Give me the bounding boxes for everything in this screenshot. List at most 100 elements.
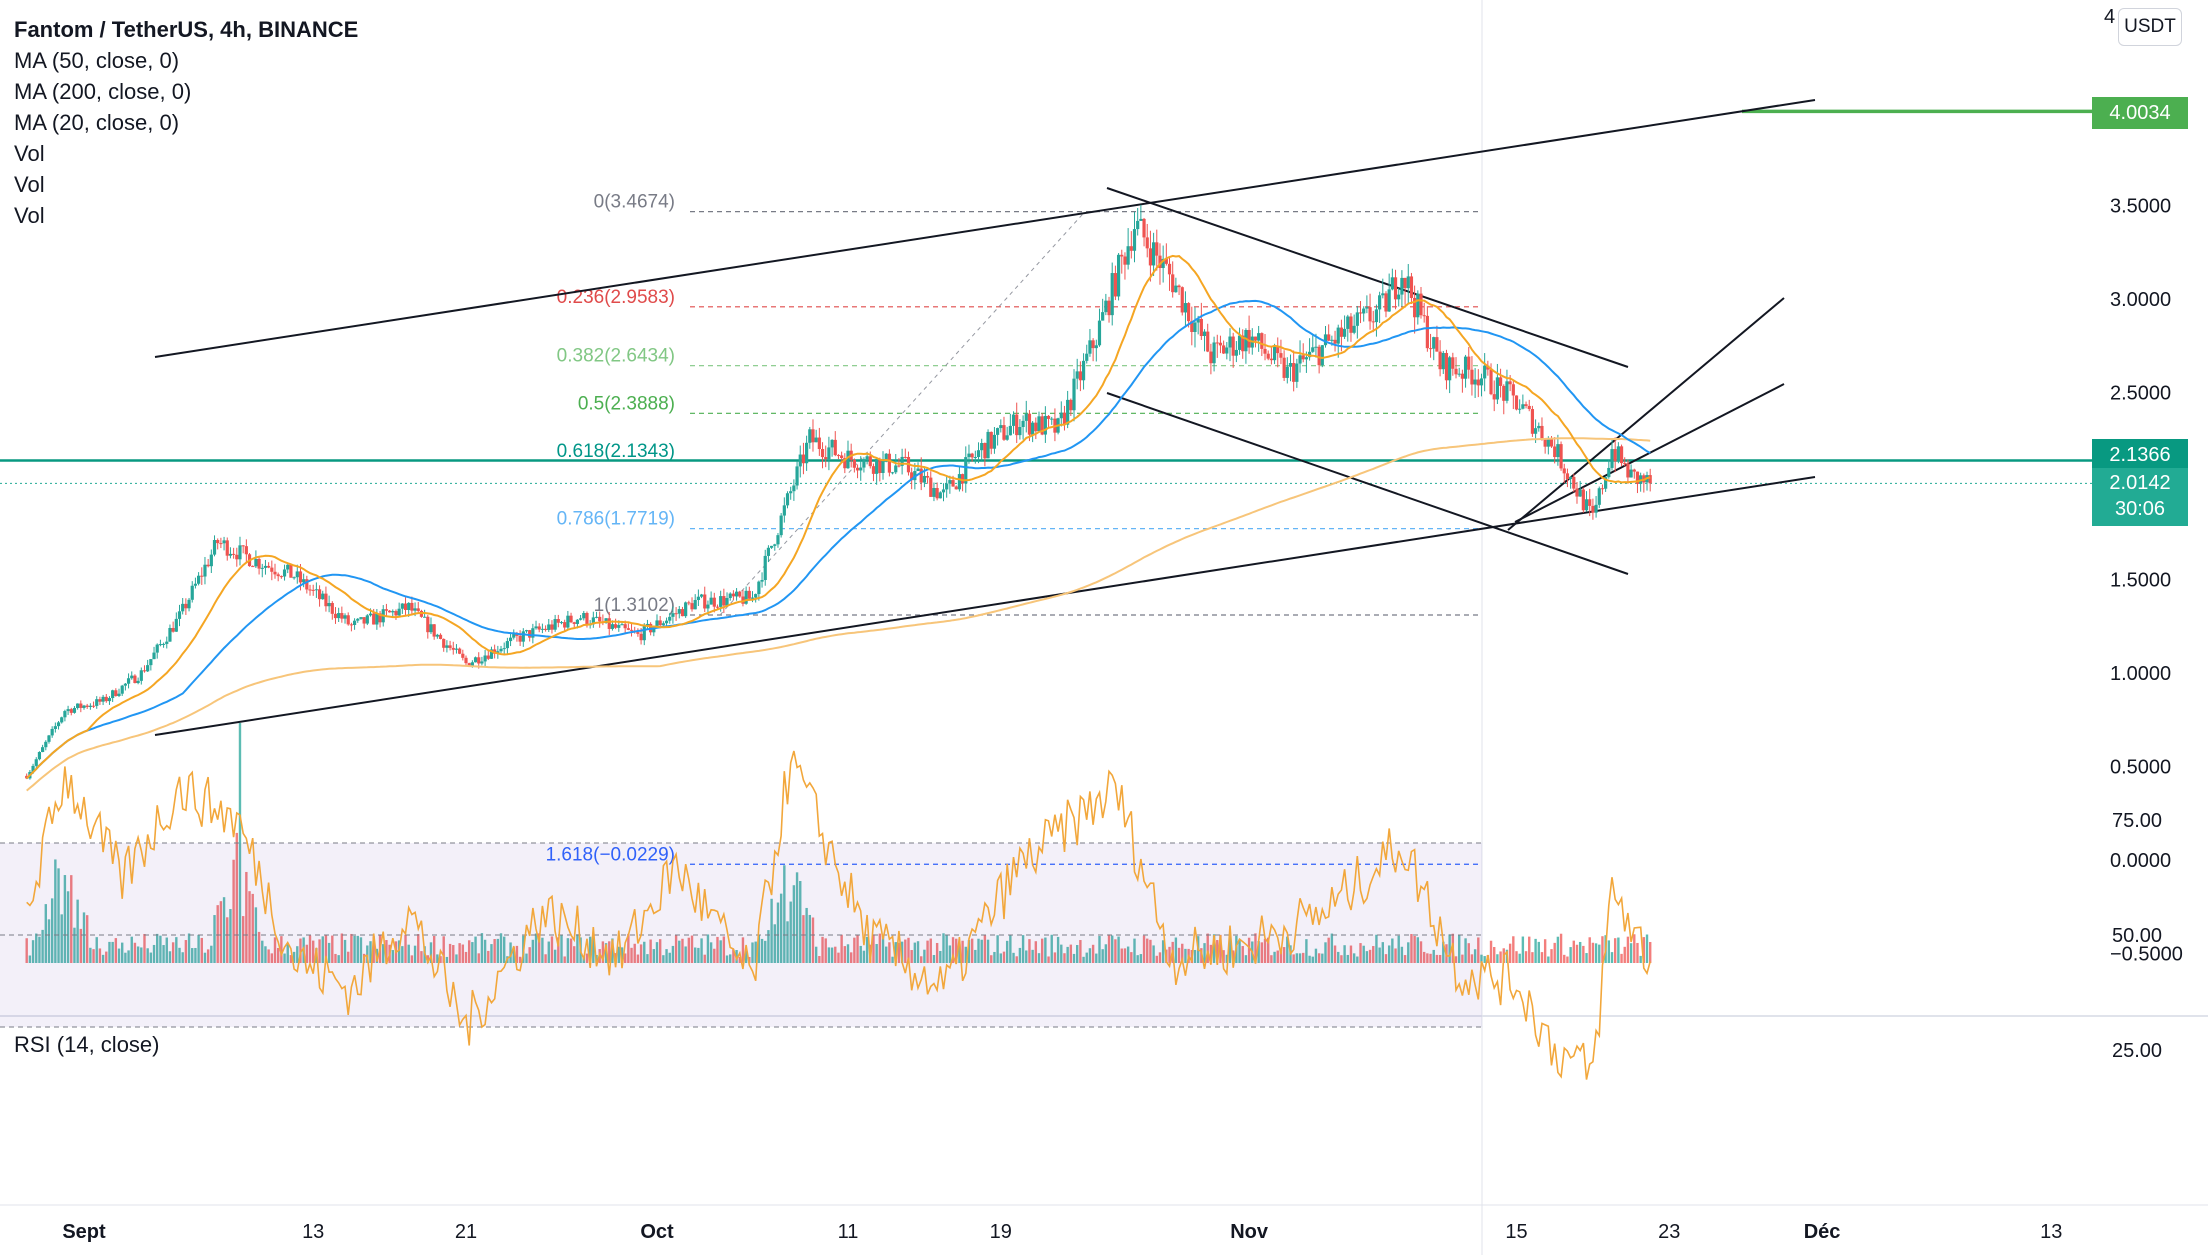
volume-bar — [66, 891, 70, 963]
candle-body — [617, 625, 621, 628]
candle-body — [1043, 415, 1047, 435]
volume-bar — [544, 954, 547, 963]
candle-body — [298, 571, 303, 583]
volume-bar — [321, 936, 324, 963]
candle-body — [435, 634, 439, 637]
candle-body — [1416, 293, 1420, 318]
candle-body — [1393, 277, 1398, 300]
volume-bar — [206, 949, 210, 963]
volume-bar — [124, 952, 127, 963]
volume-bar — [420, 951, 423, 963]
rsi-axis-tick-label: 25.00 — [2112, 1040, 2162, 1062]
indicator-ma20[interactable]: MA (20, close, 0) — [14, 110, 180, 135]
candle-body — [1413, 297, 1417, 318]
candle-body — [1136, 220, 1140, 230]
candle-body — [534, 626, 538, 629]
candle-body — [728, 593, 732, 599]
volume-bar — [1416, 937, 1420, 963]
volume-bar — [1123, 948, 1127, 963]
volume-bar — [194, 947, 197, 963]
volume-bar — [779, 893, 783, 963]
symbol-title[interactable]: Fantom / TetherUS, 4h, BINANCE — [14, 17, 359, 42]
volume-bar — [611, 938, 614, 963]
candle-body — [881, 459, 885, 473]
volume-bar — [1521, 936, 1525, 963]
candle-body — [1247, 329, 1251, 348]
volume-bar — [697, 947, 700, 963]
volume-bar — [267, 949, 270, 963]
candle-body — [518, 635, 522, 642]
indicator-ma50[interactable]: MA (50, close, 0) — [14, 48, 180, 73]
volume-bar — [932, 955, 936, 963]
volume-bar — [490, 944, 493, 963]
candle-body — [438, 634, 443, 639]
volume-bar — [235, 832, 238, 963]
volume-bar — [1422, 951, 1426, 963]
candle-body — [63, 711, 67, 718]
volume-bar — [432, 935, 436, 963]
candle-body — [1343, 328, 1347, 337]
candle-body — [1206, 331, 1210, 352]
volume-bar — [47, 919, 51, 963]
candle-body — [674, 613, 678, 615]
candle-body — [308, 589, 312, 591]
candle-body — [833, 439, 837, 456]
volume-bar — [1362, 945, 1365, 963]
candle-body — [442, 638, 446, 648]
volume-bar — [149, 952, 153, 963]
candle-body — [1549, 438, 1554, 447]
volume-bar — [576, 934, 579, 963]
candle-body — [1298, 355, 1302, 364]
indicator-vol-2[interactable]: Vol — [14, 172, 45, 197]
candle-body — [1327, 334, 1331, 341]
volume-bar — [442, 936, 445, 963]
candle-body — [811, 429, 815, 443]
volume-bar — [674, 935, 678, 963]
indicator-ma200[interactable]: MA (200, close, 0) — [14, 79, 192, 104]
volume-bar — [1091, 944, 1095, 963]
volume-bar — [538, 933, 541, 963]
candle-body — [792, 485, 796, 492]
volume-bar — [1343, 945, 1346, 963]
volume-bar — [1372, 946, 1375, 963]
fib-level-label: 0.5(2.3888) — [578, 393, 675, 414]
candle-body — [1610, 449, 1614, 468]
candle-body — [343, 615, 347, 619]
candle-body — [1365, 307, 1369, 309]
candle-body — [216, 539, 220, 544]
candle-body — [1553, 446, 1557, 458]
candle-body — [458, 648, 462, 654]
currency-unit-button[interactable]: USDT — [2118, 8, 2182, 46]
volume-bar — [1352, 953, 1356, 963]
volume-bar — [483, 939, 487, 963]
volume-bar — [41, 929, 44, 963]
candle-body — [292, 577, 296, 579]
candle-body — [591, 617, 595, 625]
indicator-vol-3[interactable]: Vol — [14, 203, 45, 228]
candle-body — [547, 624, 551, 630]
volume-bar — [1508, 943, 1512, 963]
trend-line — [154, 476, 1816, 736]
indicator-vol-1[interactable]: Vol — [14, 141, 45, 166]
volume-bar — [191, 948, 194, 963]
volume-bar — [802, 915, 805, 963]
volume-bar — [1126, 946, 1130, 963]
candle-body — [146, 665, 150, 672]
rsi-indicator-title[interactable]: RSI (14, close) — [14, 1032, 160, 1057]
candle-body — [875, 458, 879, 474]
candle-body — [1346, 316, 1350, 329]
candle-body — [948, 480, 952, 484]
volume-bar — [719, 940, 722, 963]
candle-body — [171, 627, 175, 632]
volume-bar — [1623, 946, 1626, 963]
volume-bar — [251, 893, 254, 963]
candle-body — [709, 597, 713, 605]
candle-body — [114, 690, 118, 696]
candle-body — [585, 612, 589, 625]
candle-body — [1244, 329, 1248, 352]
volume-bar — [929, 938, 932, 963]
candle-body — [1085, 353, 1089, 361]
volume-bar — [1212, 934, 1216, 963]
